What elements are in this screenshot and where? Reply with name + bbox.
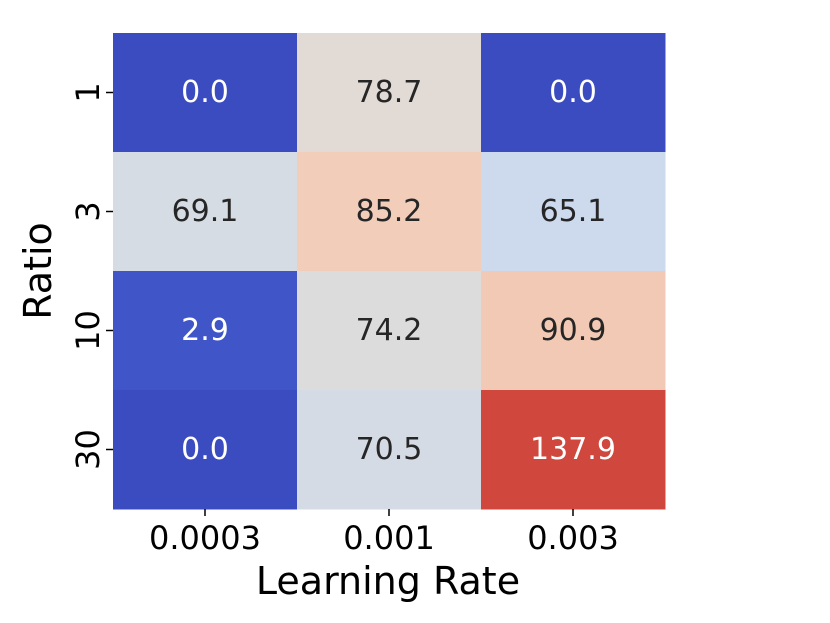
y-tick-label: 30 [69, 429, 107, 470]
heatmap-cell [481, 390, 666, 510]
heatmap-cell [297, 271, 482, 391]
heatmap-cell [113, 390, 298, 510]
cell-value-label: 137.9 [530, 432, 616, 467]
cell-value-label: 85.2 [356, 194, 423, 229]
cell-value-label: 2.9 [181, 313, 229, 348]
y-tick-label: 3 [69, 201, 107, 221]
cell-value-label: 70.5 [356, 432, 423, 467]
y-tick-label: 1 [69, 82, 107, 102]
y-axis-label: Ratio [16, 222, 60, 320]
cell-value-label: 74.2 [356, 313, 423, 348]
heatmap-cell [113, 33, 298, 153]
heatmap-cell [297, 390, 482, 510]
heatmap-cell [113, 271, 298, 391]
cell-value-label: 0.0 [549, 75, 597, 110]
cell-value-label: 65.1 [540, 194, 607, 229]
x-tick-label: 0.0003 [149, 519, 261, 557]
heatmap-cell [481, 271, 666, 391]
cell-value-label: 90.9 [540, 313, 607, 348]
heatmap-cell [481, 33, 666, 153]
cell-value-label: 78.7 [356, 75, 423, 110]
y-axis-ticks: 1 3 10 30 [69, 82, 113, 470]
cell-value-label: 0.0 [181, 75, 229, 110]
heatmap-cell [297, 33, 482, 153]
cell-value-label: 0.0 [181, 432, 229, 467]
x-tick-label: 0.003 [527, 519, 619, 557]
heatmap-cell [113, 152, 298, 272]
heatmap-cells: 0.0 78.7 0.0 69.1 85.2 65.1 2.9 74.2 90.9 0.0 70.5… [113, 33, 666, 510]
heatmap-cell [481, 152, 666, 272]
x-axis-ticks: 0.0003 0.001 0.003 [149, 509, 619, 557]
cell-value-label: 69.1 [172, 194, 239, 229]
x-tick-label: 0.001 [343, 519, 435, 557]
y-tick-label: 10 [69, 310, 107, 351]
heatmap-cell [297, 152, 482, 272]
x-axis-label: Learning Rate [256, 559, 520, 603]
